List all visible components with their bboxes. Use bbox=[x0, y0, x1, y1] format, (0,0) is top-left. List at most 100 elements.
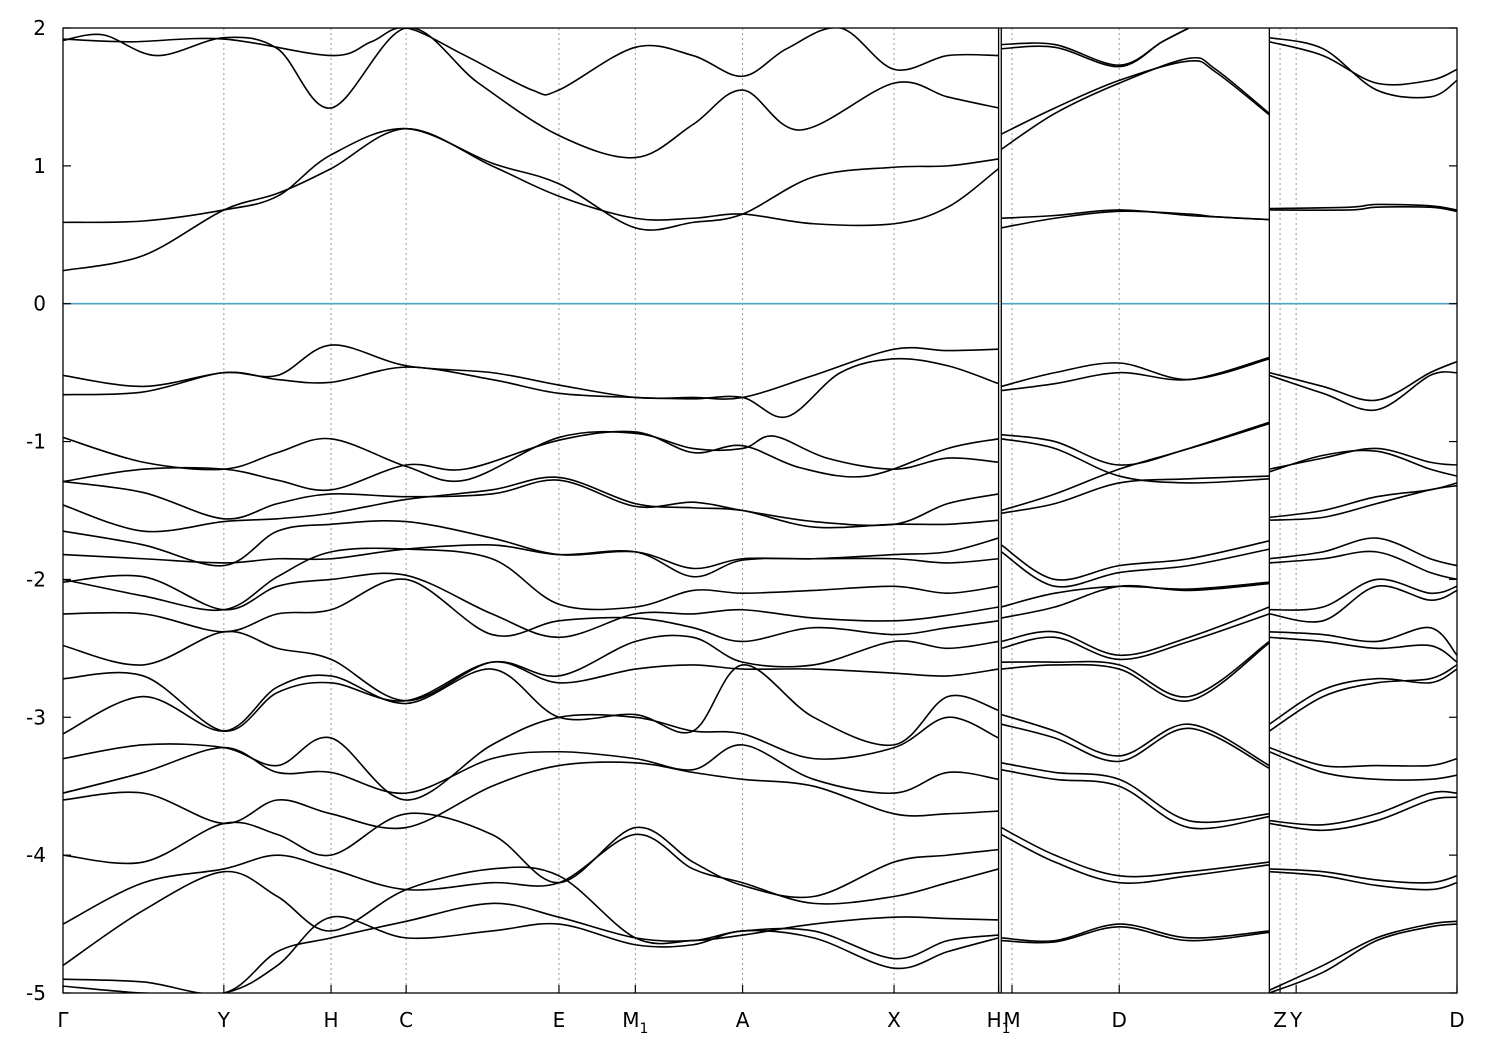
band-line bbox=[1001, 28, 1190, 68]
band-line bbox=[1001, 713, 1270, 767]
band-line bbox=[1001, 926, 1270, 944]
band-line bbox=[1001, 358, 1270, 388]
band-line bbox=[1269, 920, 1457, 991]
x-tick-label: H bbox=[324, 1008, 339, 1032]
band-line bbox=[1000, 548, 1270, 588]
band-line bbox=[1001, 761, 1270, 824]
band-line bbox=[1269, 868, 1457, 884]
band-line bbox=[1001, 356, 1270, 392]
x-tick-label: E bbox=[553, 1008, 566, 1032]
band-line bbox=[1000, 60, 1270, 135]
axes-frame bbox=[62, 27, 1458, 994]
band-line bbox=[63, 578, 999, 643]
band-line bbox=[1269, 550, 1457, 581]
band-line bbox=[1000, 833, 1270, 884]
band-line bbox=[1269, 923, 1457, 993]
y-tick-label: -1 bbox=[26, 430, 46, 454]
band-line bbox=[63, 28, 999, 96]
band-line bbox=[1001, 421, 1270, 512]
band-line bbox=[1001, 582, 1270, 619]
band-line bbox=[63, 915, 999, 993]
band-line bbox=[1001, 438, 1270, 484]
band-line bbox=[63, 833, 999, 925]
band-line bbox=[1269, 203, 1457, 211]
x-tick-label: C bbox=[399, 1008, 413, 1032]
plot-frame bbox=[62, 27, 1458, 994]
band-line bbox=[63, 713, 999, 801]
band-line bbox=[63, 630, 999, 702]
band-line bbox=[63, 430, 999, 492]
band-line bbox=[1001, 642, 1270, 702]
band-line bbox=[1000, 826, 1270, 878]
band-line bbox=[1269, 746, 1457, 768]
band-line bbox=[1269, 36, 1457, 99]
band-line bbox=[1269, 796, 1457, 832]
band-line bbox=[1269, 578, 1457, 611]
x-tick-label: X bbox=[887, 1008, 901, 1032]
band-line bbox=[63, 761, 999, 830]
y-axis-ticks: -5 -4 -3 -2 -1 0 1 2 bbox=[26, 16, 1457, 1005]
band-line bbox=[63, 28, 999, 159]
y-tick-label: 0 bbox=[33, 292, 46, 316]
x-tick-label: Z bbox=[1273, 1008, 1287, 1032]
band-line bbox=[1269, 449, 1457, 477]
band-line bbox=[1269, 870, 1457, 891]
x-tick-label: D bbox=[1449, 1008, 1464, 1032]
band-line bbox=[1269, 205, 1457, 213]
y-tick-label: 2 bbox=[33, 16, 46, 40]
band-line bbox=[63, 344, 999, 400]
band-line bbox=[63, 479, 999, 527]
x-tick-label: Γ bbox=[57, 1008, 69, 1032]
band-line bbox=[1001, 640, 1270, 698]
band-line bbox=[1268, 668, 1457, 725]
band-line bbox=[1269, 626, 1457, 656]
band-line bbox=[1001, 923, 1270, 943]
band-line bbox=[63, 543, 999, 578]
band-line bbox=[63, 664, 999, 747]
band-line bbox=[1269, 360, 1457, 402]
band-line bbox=[1268, 664, 1457, 732]
band-line bbox=[63, 127, 999, 231]
y-tick-label: -2 bbox=[26, 567, 46, 591]
band-line bbox=[1001, 210, 1270, 229]
band-line bbox=[63, 547, 999, 612]
segment-gap bbox=[998, 28, 1002, 993]
band-line bbox=[63, 127, 1000, 272]
x-tick-subscript: 1 bbox=[640, 1021, 649, 1037]
x-tick-label: A bbox=[736, 1008, 750, 1032]
kpoint-gridlines bbox=[223, 28, 1297, 993]
band-line bbox=[1269, 484, 1457, 521]
y-tick-label: -5 bbox=[26, 981, 46, 1005]
band-line bbox=[1001, 28, 1190, 67]
band-line bbox=[1000, 56, 1270, 150]
x-tick-subscript: 1 bbox=[1002, 1021, 1011, 1037]
x-axis-ticks: Γ Y H C E M1 A X H1M D Z Y D bbox=[57, 985, 1465, 1037]
band-line bbox=[1001, 475, 1270, 515]
band-line bbox=[63, 866, 999, 967]
band-lines bbox=[63, 28, 1457, 993]
band-line bbox=[63, 357, 999, 419]
band-line bbox=[1269, 751, 1457, 781]
y-tick-label: -4 bbox=[26, 843, 46, 867]
x-tick-label: Y bbox=[1289, 1008, 1303, 1032]
x-tick-label: M bbox=[1003, 1008, 1020, 1032]
band-line bbox=[1269, 585, 1457, 623]
band-line bbox=[1001, 768, 1270, 830]
band-line bbox=[1001, 613, 1270, 661]
band-line bbox=[1269, 636, 1457, 663]
band-line bbox=[63, 519, 999, 570]
band-line bbox=[1269, 371, 1457, 412]
band-line bbox=[1269, 41, 1457, 86]
x-tick-label: Y bbox=[217, 1008, 231, 1032]
band-line bbox=[63, 476, 999, 533]
band-line bbox=[63, 572, 999, 639]
x-tick-label: M1 bbox=[622, 1008, 648, 1037]
band-line bbox=[63, 744, 999, 795]
band-line bbox=[63, 902, 999, 993]
band-line bbox=[1269, 790, 1457, 826]
band-line bbox=[63, 812, 999, 899]
band-line bbox=[1269, 537, 1457, 567]
band-line bbox=[1269, 447, 1457, 470]
band-line bbox=[1001, 606, 1270, 657]
